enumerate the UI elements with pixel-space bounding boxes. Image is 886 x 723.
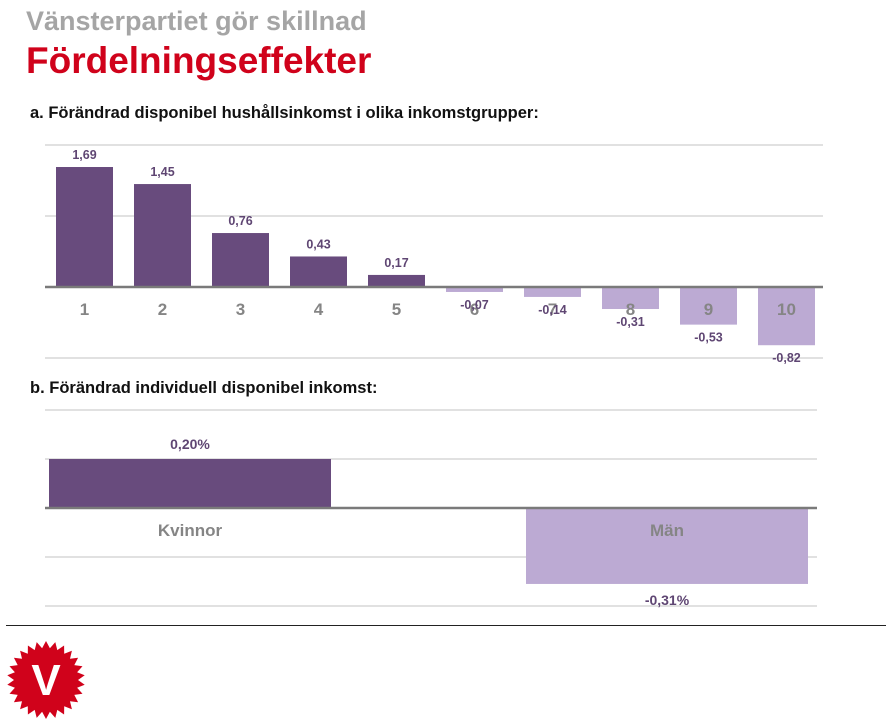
chart-a-title: a. Förändrad disponibel hushållsinkomst … (30, 104, 539, 122)
chart-a-value-label: 1,45 (150, 165, 174, 179)
chart-a-category-label: 2 (158, 300, 167, 319)
supertitle: Vänsterpartiet gör skillnad (26, 6, 367, 36)
chart-a-value-label: -0,07 (460, 298, 489, 312)
page-title: Fördelningseffekter (26, 40, 372, 81)
footer-divider (6, 625, 886, 626)
chart-a-bar (446, 287, 503, 292)
chart-a-bar (212, 233, 269, 287)
chart-a-category-label: 5 (392, 300, 401, 319)
chart-a-category-label: 9 (704, 300, 713, 319)
chart-a-value-label: -0,53 (694, 331, 723, 345)
chart-a-category-label: 1 (80, 300, 89, 319)
chart-b-bar (526, 508, 808, 584)
chart-b-value-label: -0,31% (645, 592, 690, 608)
chart-a-bar (134, 184, 191, 287)
chart-b-category-label: Män (650, 521, 684, 540)
chart-a-value-label: 1,69 (72, 148, 96, 162)
chart-a-bar (758, 287, 815, 346)
chart-a-category-label: 4 (314, 300, 324, 319)
chart-a-bar (368, 274, 425, 287)
chart-b-bar (49, 459, 331, 508)
chart-a-value-label: 0,43 (306, 237, 330, 251)
chart-a-value-label: -0,31 (616, 315, 645, 329)
chart-a-bar (524, 287, 581, 297)
chart-b-title: b. Förändrad individuell disponibel inko… (30, 379, 378, 397)
chart-b-value-label: 0,20% (170, 436, 210, 452)
svg-text:V: V (31, 656, 61, 705)
chart-a-category-label: 8 (626, 300, 635, 319)
chart-a-category-label: 10 (777, 300, 796, 319)
vansterpartiet-logo: V (7, 641, 85, 719)
chart-a-value-label: 0,17 (384, 256, 408, 270)
chart-a-value-label: -0,14 (538, 303, 567, 317)
chart-a-bar (602, 287, 659, 310)
chart-a-value-label: 0,76 (228, 214, 252, 228)
chart-b-individual-income: Kvinnor 0,20% Män -0,31% (45, 409, 817, 608)
chart-a-category-label: 6 (470, 300, 479, 319)
chart-a-value-label: -0,82 (772, 351, 801, 365)
chart-b-category-label: Kvinnor (158, 521, 223, 540)
chart-a-category-label: 3 (236, 300, 245, 319)
chart-a-bar (680, 287, 737, 325)
chart-a-bar (56, 167, 113, 287)
chart-a-category-label: 7 (548, 300, 557, 319)
chart-a-bar (290, 256, 347, 287)
